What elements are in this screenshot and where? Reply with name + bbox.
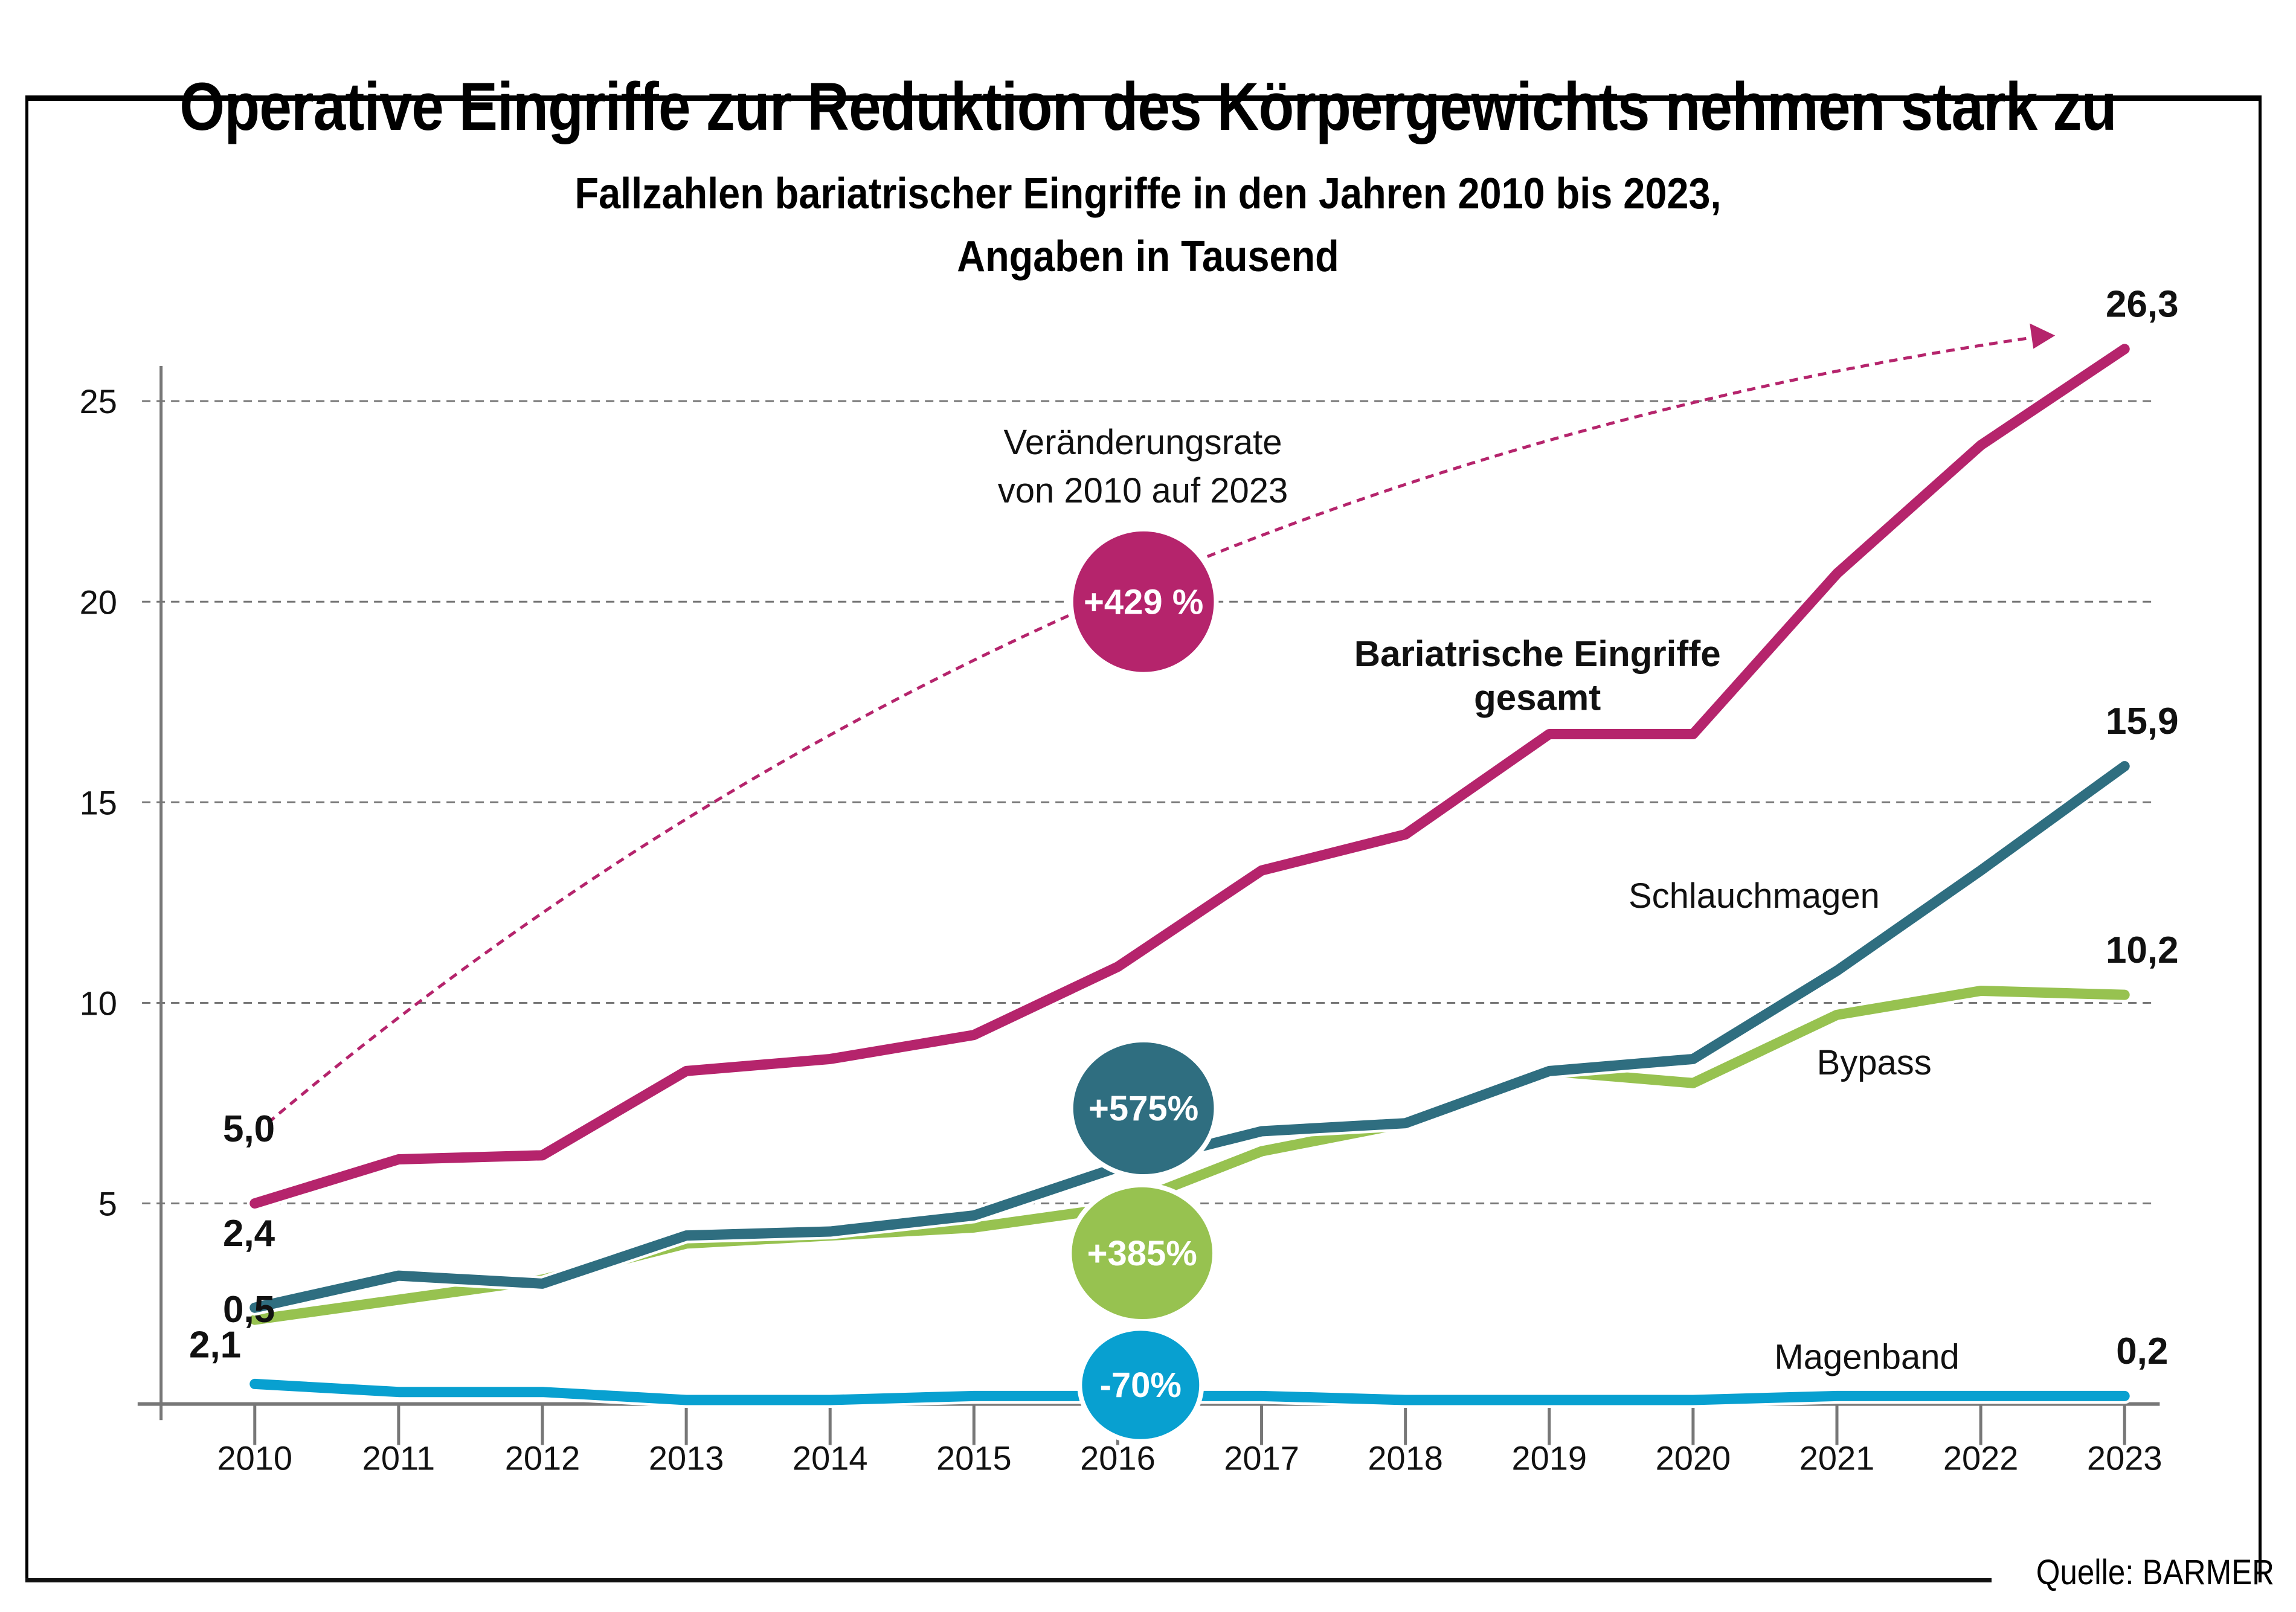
x-tick-label: 2020: [1656, 1439, 1731, 1477]
change-bubble-label: +385%: [1087, 1234, 1197, 1273]
x-tick-label: 2018: [1368, 1439, 1443, 1477]
x-tick-label: 2014: [793, 1439, 868, 1477]
series-label-magenband: Magenband: [1774, 1337, 1959, 1376]
x-tick-label: 2017: [1224, 1439, 1299, 1477]
x-tick-label: 2012: [505, 1439, 580, 1477]
change-bubble-label: +429 %: [1084, 582, 1203, 621]
x-tick-label: 2011: [362, 1439, 435, 1477]
bottom-rule: [25, 1578, 1992, 1582]
y-tick-label: 20: [80, 583, 117, 621]
x-tick-label: 2021: [1799, 1439, 1875, 1477]
x-tick-label: 2013: [649, 1439, 724, 1477]
y-tick-label: 25: [80, 382, 117, 420]
source-note: Quelle: BARMER: [2036, 1553, 2274, 1592]
annotation-line2: von 2010 auf 2023: [998, 471, 1288, 510]
x-tick-label: 2016: [1080, 1439, 1156, 1477]
x-tick-label: 2019: [1511, 1439, 1587, 1477]
change-bubble: [1073, 1042, 1214, 1175]
chart-title: Operative Eingriffe zur Reduktion des Kö…: [179, 69, 2117, 144]
series-label-gesamt-2: gesamt: [1474, 678, 1601, 718]
y-tick-label: 15: [80, 783, 117, 821]
chart-subtitle-line2: Angaben in Tausend: [957, 233, 1339, 281]
annotation-line1: Veränderungsrate: [1003, 423, 1282, 462]
start-value-label: 2,4: [223, 1213, 275, 1254]
change-bubble: [1072, 1187, 1213, 1320]
change-bubble: [1082, 1331, 1200, 1439]
trend-arrowhead-icon: [2030, 323, 2056, 349]
change-bubble: [1073, 531, 1214, 672]
start-value-label: 5,0: [223, 1108, 275, 1150]
end-value-label: 10,2: [2106, 930, 2179, 971]
end-value-label: 0,2: [2116, 1331, 2168, 1372]
series-label-bypass: Bypass: [1817, 1043, 1932, 1082]
series-line-bariatrische-eingriffe-gesamt: [249, 344, 2130, 1209]
y-tick-label: 10: [80, 984, 117, 1022]
start-value-label: 0,5: [223, 1289, 275, 1331]
x-tick-label: 2010: [217, 1439, 292, 1477]
y-tick-label: 5: [98, 1185, 117, 1223]
start-value-label: 2,1: [189, 1325, 241, 1366]
chart-frame: [25, 95, 2262, 1582]
change-bubbles: +429 % +575% +385% -70%: [1067, 526, 1219, 1444]
change-bubble-label: -70%: [1100, 1366, 1182, 1405]
change-bubble-label: +575%: [1089, 1089, 1198, 1128]
series-label-schlauchmagen: Schlauchmagen: [1629, 876, 1880, 916]
x-tick-label: 2022: [1943, 1439, 2019, 1477]
data-labels: 5,0 26,3 2,4 15,9 2,1 10,2 0,5 0,2 Bariatrische …: [189, 284, 2179, 1377]
x-tick-label: 2023: [2087, 1439, 2163, 1477]
series-label-gesamt: Bariatrische Eingriffe: [1354, 634, 1721, 674]
end-value-label: 15,9: [2106, 701, 2179, 742]
x-tick-label: 2015: [936, 1439, 1012, 1477]
chart-subtitle-line1: Fallzahlen bariatrischer Eingriffe in de…: [574, 170, 1722, 218]
end-value-label: 26,3: [2106, 284, 2179, 326]
